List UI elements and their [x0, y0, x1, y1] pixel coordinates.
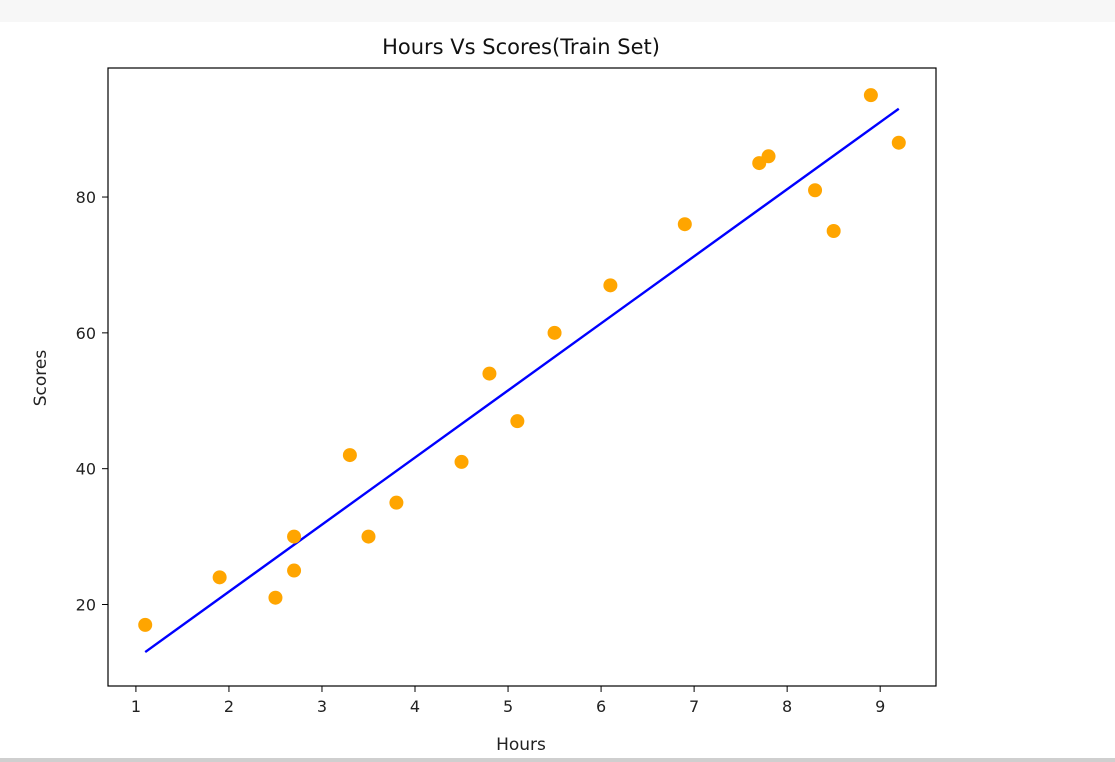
regression-line — [144, 107, 900, 654]
data-point — [603, 278, 618, 293]
data-point — [212, 570, 227, 585]
data-point — [761, 149, 776, 164]
cell-bottom-rule — [0, 758, 1115, 762]
data-point — [287, 563, 302, 578]
x-axis-label: Hours — [496, 735, 546, 755]
y-axis-label: Scores — [31, 350, 51, 407]
data-point — [863, 88, 878, 103]
y-tick-label: 20 — [76, 596, 96, 615]
x-tick-label: 6 — [596, 697, 606, 716]
data-point — [677, 217, 692, 232]
data-point — [138, 617, 153, 632]
cell-top-strip — [0, 0, 1115, 22]
y-tick-label: 80 — [76, 188, 96, 207]
data-point — [547, 325, 562, 340]
x-tick-label: 3 — [317, 697, 327, 716]
plot-frame — [107, 67, 937, 687]
data-point — [826, 223, 841, 238]
chart-title: Hours Vs Scores(Train Set) — [382, 35, 660, 59]
x-tick-label: 9 — [875, 697, 885, 716]
data-point — [268, 590, 283, 605]
x-tick-label: 5 — [503, 697, 513, 716]
data-point — [510, 414, 525, 429]
data-point — [389, 495, 404, 510]
data-point — [454, 454, 469, 469]
y-tick-label: 40 — [76, 460, 96, 479]
x-tick-label: 4 — [410, 697, 420, 716]
data-point — [287, 529, 302, 544]
x-tick-label: 2 — [224, 697, 234, 716]
plot-layer: 1 2 3 4 5 6 7 8 9 20 40 60 80 — [76, 67, 937, 716]
x-tick-label: 1 — [131, 697, 141, 716]
data-point — [342, 448, 357, 463]
data-point — [361, 529, 376, 544]
data-point — [808, 183, 823, 198]
x-tick-label: 8 — [782, 697, 792, 716]
data-point — [482, 366, 497, 381]
x-tick-label: 7 — [689, 697, 699, 716]
y-tick-label: 60 — [76, 324, 96, 343]
data-point — [891, 135, 906, 150]
